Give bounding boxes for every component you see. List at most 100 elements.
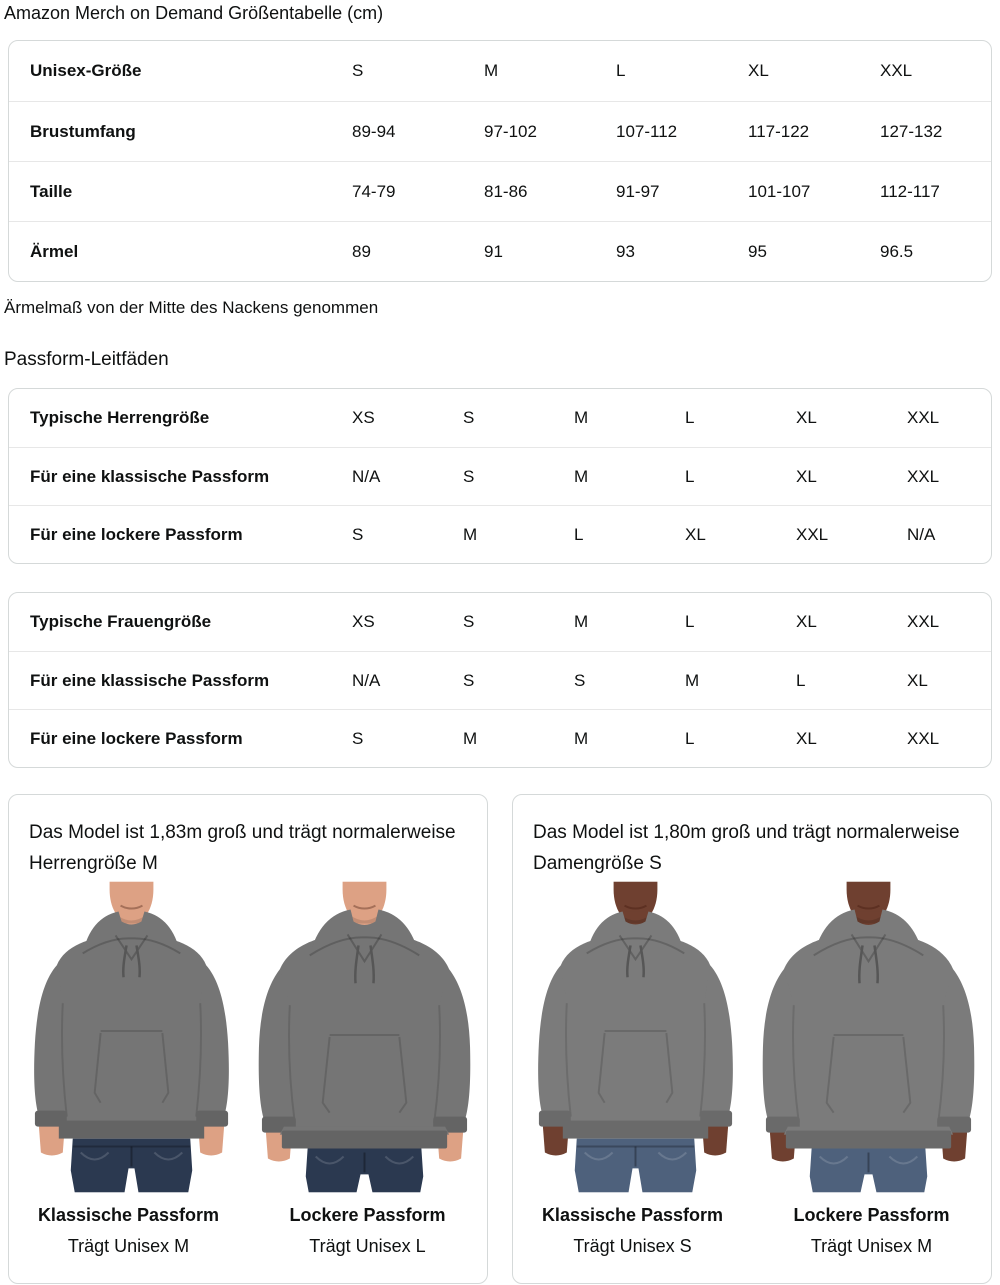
model-photos <box>513 879 991 1193</box>
row-label: Unisex-Größe <box>30 61 142 80</box>
size-col-header: L <box>616 61 626 80</box>
row-label: Für eine klassische Passform <box>30 466 270 486</box>
measurement-value: 97-102 <box>484 121 537 141</box>
measurement-value: 95 <box>748 241 767 261</box>
model-photos <box>9 879 487 1193</box>
measurement-value: 93 <box>616 241 635 261</box>
fit-caption: Klassische Passform Trägt Unisex S <box>513 1203 752 1258</box>
measurement-value: 96.5 <box>880 241 914 261</box>
table-row: Taille 74-79 81-86 91-97 101-107 112-117 <box>9 161 991 221</box>
table-row: Ärmel 89 91 93 95 96.5 <box>9 221 991 281</box>
model-card-heading: Das Model ist 1,83m groß und trägt norma… <box>29 822 456 874</box>
size-col-header: XL <box>748 61 769 80</box>
size-col-header: XL <box>796 612 817 631</box>
fit-size-value: L <box>685 728 695 748</box>
measurement-value: 91 <box>484 241 503 261</box>
fit-caption: Lockere Passform Trägt Unisex M <box>752 1203 991 1258</box>
measurement-value: 89 <box>352 241 371 261</box>
fit-size-value: XXL <box>907 466 940 486</box>
row-label: Typische Herrengröße <box>30 408 210 427</box>
fit-caption: Klassische Passform Trägt Unisex M <box>9 1203 248 1258</box>
worn-size-label: Trägt Unisex M <box>810 1236 933 1256</box>
model-cards: Das Model ist 1,83m groß und trägt norma… <box>8 794 992 1284</box>
measurement-value: 101-107 <box>748 181 811 201</box>
size-col-header: L <box>685 612 695 631</box>
size-col-header: L <box>685 408 695 427</box>
size-col-header: M <box>574 612 589 631</box>
table-row: Für eine klassische Passform N/A S S M L… <box>9 651 991 709</box>
fit-size-value: S <box>463 466 475 486</box>
size-col-header: S <box>463 408 475 427</box>
row-label: Brustumfang <box>30 121 136 141</box>
table-row: Für eine klassische Passform N/A S M L X… <box>9 447 991 505</box>
fit-size-value: N/A <box>352 670 381 690</box>
worn-size-label: Trägt Unisex L <box>309 1236 426 1256</box>
fit-label: Lockere Passform <box>793 1205 950 1225</box>
fit-size-value: M <box>574 466 589 486</box>
fit-label: Klassische Passform <box>37 1205 220 1225</box>
page-title: Amazon Merch on Demand Größentabelle (cm… <box>4 3 384 23</box>
fit-size-value: S <box>463 670 475 690</box>
female-model-loose-fit-photo <box>752 881 985 1193</box>
model-card-heading: Das Model ist 1,80m groß und trägt norma… <box>533 822 960 874</box>
fit-size-value: S <box>352 524 364 544</box>
fit-size-value: N/A <box>907 524 936 544</box>
fit-size-value: N/A <box>352 466 381 486</box>
measurement-value: 107-112 <box>616 121 678 141</box>
measurement-value: 89-94 <box>352 121 396 141</box>
table-row: Typische Frauengröße XS S M L XL XXL <box>9 593 991 651</box>
fit-label: Klassische Passform <box>541 1205 724 1225</box>
size-col-header: XL <box>796 408 817 427</box>
fit-size-value: M <box>463 728 478 748</box>
fit-size-value: L <box>574 524 584 544</box>
size-col-header: XXL <box>880 61 913 80</box>
unisex-size-table: Unisex-Größe S M L XL XXL Brustumfang 89… <box>8 40 992 282</box>
fit-size-value: L <box>796 670 806 690</box>
size-col-header: XS <box>352 612 375 631</box>
fit-size-value: S <box>352 728 364 748</box>
fit-size-value: XL <box>907 670 928 690</box>
male-model-classic-fit-photo <box>15 881 248 1193</box>
female-model-classic-fit-photo <box>519 881 752 1193</box>
row-label: Für eine klassische Passform <box>30 670 270 690</box>
fit-size-value: S <box>574 670 586 690</box>
size-col-header: S <box>352 61 364 80</box>
fit-size-value: L <box>685 466 695 486</box>
fit-size-value: XL <box>685 524 706 544</box>
fit-size-value: XL <box>796 466 817 486</box>
size-col-header: XXL <box>907 408 940 427</box>
size-col-header: S <box>463 612 475 631</box>
measurement-value: 127-132 <box>880 121 943 141</box>
measurement-value: 81-86 <box>484 181 528 201</box>
row-label: Ärmel <box>30 241 79 261</box>
sleeve-measure-note: Ärmelmaß von der Mitte des Nackens genom… <box>4 298 379 317</box>
table-row: Für eine lockere Passform S M L XL XXL N… <box>9 505 991 563</box>
fit-caption: Lockere Passform Trägt Unisex L <box>248 1203 487 1258</box>
table-row: Unisex-Größe S M L XL XXL <box>9 41 991 101</box>
fit-size-value: M <box>463 524 478 544</box>
fit-guides-heading: Passform-Leitfäden <box>4 349 169 370</box>
mens-model-card: Das Model ist 1,83m groß und trägt norma… <box>8 794 488 1284</box>
size-col-header: M <box>484 61 499 80</box>
row-label: Für eine lockere Passform <box>30 524 243 544</box>
fit-size-value: M <box>685 670 700 690</box>
table-row: Für eine lockere Passform S M M L XL XXL <box>9 709 991 767</box>
size-col-header: XS <box>352 408 375 427</box>
fit-size-value: XXL <box>796 524 829 544</box>
row-label: Für eine lockere Passform <box>30 728 243 748</box>
mens-fit-table: Typische Herrengröße XS S M L XL XXL Für… <box>8 388 992 564</box>
fit-size-value: M <box>574 728 589 748</box>
worn-size-label: Trägt Unisex S <box>573 1236 692 1256</box>
table-row: Brustumfang 89-94 97-102 107-112 117-122… <box>9 101 991 161</box>
measurement-value: 74-79 <box>352 181 396 201</box>
womens-model-card: Das Model ist 1,80m groß und trägt norma… <box>512 794 992 1284</box>
measurement-value: 117-122 <box>748 121 810 141</box>
measurement-value: 91-97 <box>616 181 660 201</box>
measurement-value: 112-117 <box>880 181 940 201</box>
row-label: Taille <box>30 181 73 201</box>
size-col-header: XXL <box>907 612 940 631</box>
fit-size-value: XXL <box>907 728 940 748</box>
fit-size-value: XL <box>796 728 817 748</box>
size-col-header: M <box>574 408 589 427</box>
